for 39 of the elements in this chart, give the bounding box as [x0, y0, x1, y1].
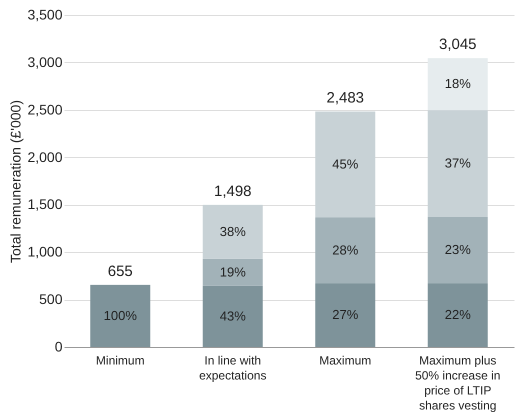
y-tick-label: 3,000	[27, 54, 63, 70]
annotation: 28%	[332, 242, 359, 258]
annotation: 22%	[444, 307, 472, 322]
annotation: 27%	[332, 307, 359, 322]
y-tick-label: 1,500	[27, 196, 63, 212]
annotation: 19%	[220, 264, 246, 280]
total-label: 1,498	[214, 182, 252, 200]
bar	[428, 58, 488, 110]
annotation: 100%	[104, 308, 138, 323]
annotation: 37%	[444, 156, 472, 171]
y-tick-label: 500	[39, 291, 63, 308]
bar	[202, 204, 263, 259]
x-tick-label: Maximum plus 50% increase in price of LTIP shares vesting	[415, 354, 500, 412]
bar	[202, 258, 263, 286]
annotation: 23%	[444, 242, 472, 258]
y-axis-title: Total remuneration (£'000)	[7, 100, 24, 263]
total-label: 3,045	[438, 36, 477, 54]
annotation: 38%	[220, 224, 246, 239]
annotation: 43%	[220, 308, 246, 324]
x-tick-label: In line with expectations	[199, 354, 266, 382]
y-tick-label: 3,500	[27, 6, 63, 22]
bar	[428, 217, 488, 284]
bar	[315, 218, 376, 284]
bar	[428, 110, 488, 218]
bar	[202, 286, 263, 347]
annotation: 45%	[332, 156, 359, 172]
bar	[428, 283, 488, 347]
y-tick-label: 0	[54, 338, 63, 354]
bar	[315, 283, 376, 347]
x-tick-label: Minimum	[96, 354, 145, 368]
annotation: 18%	[444, 76, 472, 92]
total-label: 655	[108, 262, 133, 280]
y-tick-label: 2,000	[27, 148, 63, 165]
x-tick-label: Maximum	[319, 354, 372, 368]
y-tick-label: 2,500	[27, 101, 63, 118]
y-tick-label: 1,000	[27, 244, 63, 260]
total-label: 2,483	[326, 89, 364, 106]
bar	[315, 111, 376, 218]
bar	[90, 284, 150, 347]
